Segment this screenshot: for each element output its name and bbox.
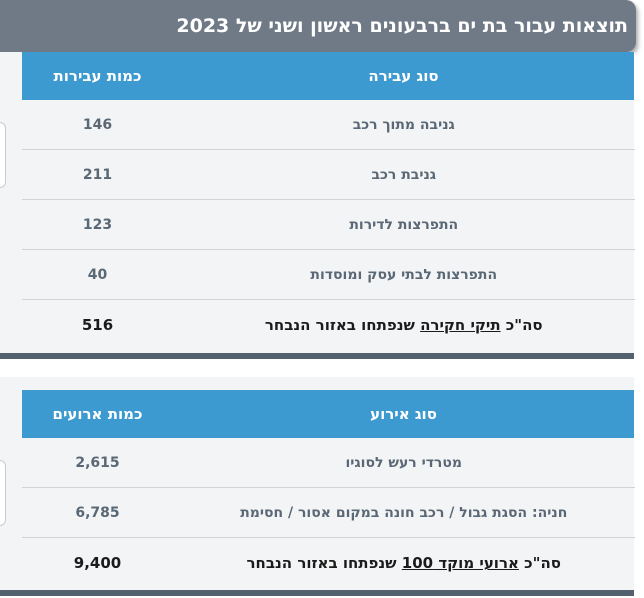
event-count-cell: 6,785	[22, 487, 173, 538]
events-total-row: סה"כ ארועי מוקד 100 שנפתחו באזור הנבחר 9…	[22, 538, 635, 588]
offense-count-cell: 146	[22, 100, 173, 150]
results-title: תוצאות עבור בת ים ברבעונים ראשון ושני של…	[176, 15, 628, 37]
events-table: סוג אירוע כמות ארועים מטרדי רעש לסוגיו 2…	[22, 390, 635, 587]
table-row: התפרצות לבתי עסק ומוסדות 40	[22, 249, 635, 300]
event-count-header: כמות ארועים	[22, 390, 173, 438]
offense-type-cell: התפרצות לבתי עסק ומוסדות	[173, 249, 635, 300]
investigation-files-link[interactable]: תיקי חקירה	[420, 315, 501, 334]
offenses-header-row: סוג עבירה כמות עבירות	[22, 52, 635, 100]
results-title-bar: תוצאות עבור בת ים ברבעונים ראשון ושני של…	[0, 0, 636, 52]
events-total-label: סה"כ ארועי מוקד 100 שנפתחו באזור הנבחר	[173, 538, 635, 588]
events-total-suffix: שנפתחו באזור הנבחר	[246, 553, 402, 572]
events-total-count: 9,400	[73, 553, 122, 572]
offense-type-cell: התפרצות לדירות	[173, 199, 635, 250]
offense-type-header: סוג עבירה	[173, 52, 635, 100]
offense-type-cell: גניבת רכב	[173, 149, 635, 200]
offenses-total-prefix: סה"כ	[500, 315, 543, 334]
offenses-table: סוג עבירה כמות עבירות גניבה מתוך רכב 146…	[22, 52, 635, 349]
side-scroll-tab[interactable]	[0, 460, 6, 526]
offenses-total-suffix: שנפתחו באזור הנבחר	[264, 315, 421, 334]
table-row: חניה: הסגת גבול / רכב חונה במקום אסור / …	[22, 487, 635, 538]
table-row: גניבת רכב 211	[22, 149, 635, 200]
offenses-panel-divider	[0, 353, 634, 359]
offenses-total-row: סה"כ תיקי חקירה שנפתחו באזור הנבחר 516	[22, 300, 635, 350]
event-type-cell: מטרדי רעש לסוגיו	[173, 438, 635, 488]
hotline-events-link[interactable]: ארועי מוקד 100	[401, 553, 519, 572]
table-row: גניבה מתוך רכב 146	[22, 100, 635, 150]
events-header-row: סוג אירוע כמות ארועים	[22, 390, 635, 438]
offenses-total-count: 516	[81, 315, 114, 334]
offense-count-cell: 123	[22, 199, 173, 250]
table-row: התפרצות לדירות 123	[22, 199, 635, 250]
table-row: מטרדי רעש לסוגיו 2,615	[22, 438, 635, 488]
event-count-cell: 2,615	[22, 438, 173, 488]
events-panel-divider	[0, 590, 634, 596]
offense-type-cell: גניבה מתוך רכב	[173, 100, 635, 150]
offense-count-cell: 40	[22, 249, 173, 300]
events-total-prefix: סה"כ	[518, 553, 561, 572]
offenses-total-label: סה"כ תיקי חקירה שנפתחו באזור הנבחר	[173, 300, 635, 350]
side-scroll-tab[interactable]	[0, 122, 6, 188]
event-type-header: סוג אירוע	[173, 390, 635, 438]
offense-count-cell: 211	[22, 149, 173, 200]
offense-count-header: כמות עבירות	[22, 52, 173, 100]
event-type-cell: חניה: הסגת גבול / רכב חונה במקום אסור / …	[173, 487, 635, 538]
